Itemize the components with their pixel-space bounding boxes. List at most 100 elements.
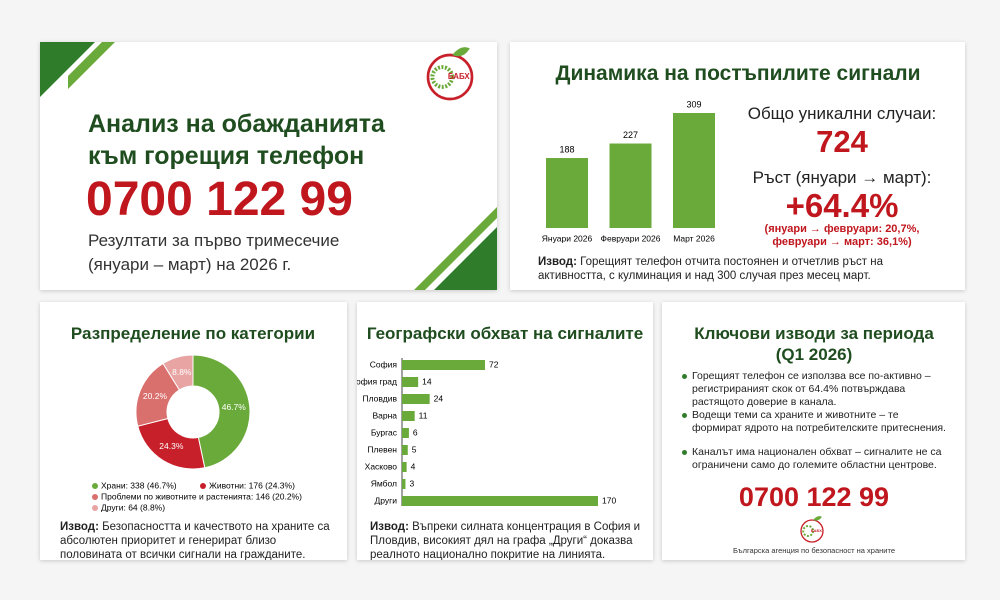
logo-inner xyxy=(802,525,815,537)
y-tick-label: Пловдив xyxy=(362,393,397,403)
legend-swatch xyxy=(200,483,206,489)
legend-label: Проблеми по животните и растенията: 146 … xyxy=(101,491,302,501)
logo-text: БАБХ xyxy=(811,528,822,533)
logo-leaf xyxy=(813,516,822,521)
y-tick-label: София xyxy=(370,359,398,369)
logo-ring xyxy=(800,519,824,543)
legend-label: Храни: 338 (46.7%) xyxy=(101,480,177,490)
bar xyxy=(402,394,430,404)
header-title: към горещия телефон xyxy=(88,142,365,170)
chart-title: Динамика на постъпилите сигнали xyxy=(555,62,921,85)
bullet-dot xyxy=(682,413,687,418)
bar xyxy=(402,377,419,387)
agency-name: Българска агенция по безопасност на хран… xyxy=(732,546,896,555)
bar xyxy=(402,496,598,506)
growth-detail: февруари → март: 36,1%) xyxy=(772,236,912,248)
bullet-dot xyxy=(682,374,687,379)
bar xyxy=(402,428,409,438)
y-tick-label: Други xyxy=(375,495,398,505)
logo-leaf xyxy=(452,47,470,57)
bar xyxy=(609,143,652,228)
value-label: 72 xyxy=(489,359,499,369)
value-label: 227 xyxy=(623,130,638,140)
legend-label: Други: 64 (8.8%) xyxy=(101,502,165,512)
x-tick-label: Март 2026 xyxy=(673,233,715,243)
slice-label: 46.7% xyxy=(222,402,247,412)
conclusion-text: Въпреки силната концентрация в София и П… xyxy=(370,521,641,560)
bar xyxy=(402,360,486,370)
slice-label: 8.8% xyxy=(172,367,192,377)
bar xyxy=(546,158,588,228)
x-tick-label: Февруари 2026 xyxy=(601,233,661,243)
header-title: Анализ на обажданията xyxy=(88,110,385,138)
bullet-text: Каналът има национален обхват – сигналит… xyxy=(692,446,942,471)
logo-text: БАБХ xyxy=(448,72,471,81)
bar xyxy=(402,462,407,472)
legend-label: Животни: 176 (24.3%) xyxy=(209,480,295,490)
pie-slice xyxy=(192,354,251,469)
findings-title: (Q1 2026) xyxy=(775,345,853,364)
value-label: 5 xyxy=(412,444,417,454)
conclusion: Извод: Въпреки силната концентрация в Со… xyxy=(370,520,642,560)
corner-deco xyxy=(414,207,497,290)
corner-deco xyxy=(434,227,497,290)
findings-title: Ключови изводи за периода xyxy=(694,324,934,343)
value-label: 24 xyxy=(434,393,444,403)
conclusion-label: Извод: xyxy=(60,521,99,533)
total-value: 724 xyxy=(816,124,868,159)
value-label: 11 xyxy=(419,410,428,420)
chart-svg: БАБХ xyxy=(800,516,824,543)
chart-svg: София 72 София град 14 Пловдив 24 Варна 11 Бурга… xyxy=(357,358,616,506)
total-label: Общо уникални случаи: xyxy=(747,104,937,123)
chart-title: Географски обхват на сигналите xyxy=(366,324,644,343)
chart-title: Разпределение по категории xyxy=(70,324,316,343)
slice-label: 20.2% xyxy=(143,391,168,401)
corner-deco xyxy=(40,42,95,97)
pie-slice xyxy=(162,354,194,391)
conclusion-text: Безопасността и качеството на храните са… xyxy=(60,521,330,560)
chart-svg: 46.7% 24.3% 20.2% 8.8% Храни: 338 (46.7%) Жив… xyxy=(92,354,302,512)
bullet-text: Водещи теми са храните и животните – те … xyxy=(692,409,946,434)
growth-value: +64.4% xyxy=(785,187,899,224)
categories-card: Разпределение по категории 46.7% 24.3% 20.2… xyxy=(40,302,347,560)
key-findings-card: Ключови изводи за периода (Q1 2026) Горещи… xyxy=(662,302,965,560)
value-label: 14 xyxy=(422,376,432,386)
value-label: 309 xyxy=(686,99,701,109)
y-tick-label: Варна xyxy=(372,410,397,420)
header-subtitle: Резултати за първо тримесечие xyxy=(88,231,340,250)
y-tick-label: Плевен xyxy=(367,444,397,454)
legend-swatch xyxy=(92,505,98,511)
growth-label: Ръст (януари → март): xyxy=(752,168,932,187)
slice-label: 24.3% xyxy=(159,441,184,451)
corner-deco xyxy=(68,42,115,89)
x-tick-label: Януари 2026 xyxy=(542,233,593,243)
conclusion: Извод: Безопасността и качеството на хра… xyxy=(60,520,335,560)
logo-ring xyxy=(426,53,474,101)
conclusion: Извод: Горещият телефон отчита постоянен… xyxy=(538,255,938,283)
conclusion-label: Извод: xyxy=(538,256,577,268)
value-label: 6 xyxy=(413,427,418,437)
growth-detail: (януари → февруари: 20,7%, xyxy=(764,223,920,235)
value-label: 4 xyxy=(411,461,416,471)
bullet-text: Горещият телефон се използва все по-акти… xyxy=(692,370,931,408)
value-label: 188 xyxy=(559,144,574,154)
bar xyxy=(402,411,415,421)
y-tick-label: Бургас xyxy=(371,427,398,437)
y-tick-label: Ямбол xyxy=(371,478,397,488)
chart-svg: БАБХ xyxy=(40,42,497,290)
bar xyxy=(402,479,406,489)
dynamics-card: Динамика на постъпилите сигнали 188 Януари… xyxy=(510,42,965,290)
legend-swatch xyxy=(92,494,98,500)
conclusion-text: Горещият телефон отчита постоянен и отче… xyxy=(538,256,884,282)
y-tick-label: Хасково xyxy=(365,461,398,471)
logo-inner xyxy=(430,65,455,89)
value-label: 170 xyxy=(602,495,616,505)
bullet-dot xyxy=(682,450,687,455)
header-phone: 0700 122 99 xyxy=(86,173,353,226)
header-subtitle: (януари – март) на 2026 г. xyxy=(88,255,292,274)
header-card: БАБХ Анализ на обажданията към горещия тел… xyxy=(40,42,497,290)
bar xyxy=(673,113,715,228)
bar xyxy=(402,445,408,455)
